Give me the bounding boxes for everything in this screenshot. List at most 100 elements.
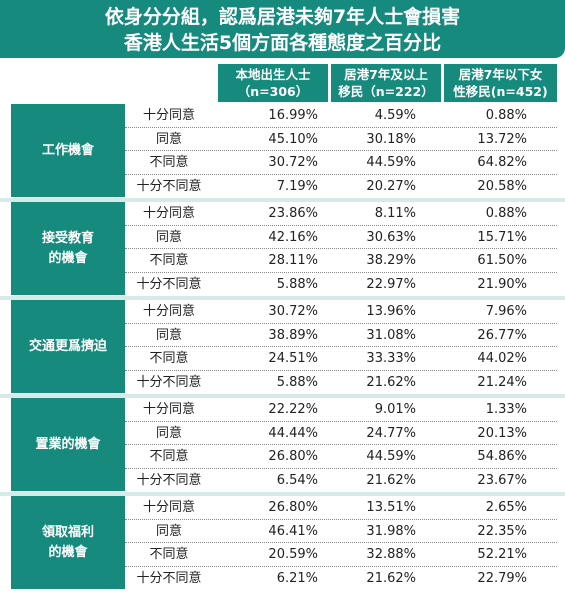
table-row: 不同意 30.72% 44.59% 64.82% (125, 151, 557, 175)
table-row: 不同意 26.80% 44.59% 54.86% (125, 445, 557, 469)
percentage-cell: 4.59% (374, 108, 416, 123)
percentage-cell: 20.13% (477, 425, 527, 441)
group-label-line: 領取福利 (41, 524, 94, 540)
group-label-line: 接受教育 (41, 230, 94, 246)
percentage-cell: 21.90% (477, 276, 527, 292)
percentage-cell: 30.72% (268, 304, 318, 319)
percentage-cell: 30.72% (268, 155, 318, 170)
percentage-cell: 7.96% (485, 304, 527, 319)
attitude-label: 十分不同意 (136, 472, 202, 488)
percentage-cell: 5.88% (276, 276, 318, 292)
column-header-local-born: 本地出生人士 （n=306） (218, 64, 328, 102)
percentage-cell: 0.88% (485, 108, 527, 123)
percentage-cell: 54.86% (477, 449, 527, 464)
table-row: 十分同意 23.86% 8.11% 0.88% (125, 202, 557, 226)
attitude-label: 十分同意 (142, 500, 195, 515)
percentage-cell: 5.88% (276, 374, 318, 390)
table-row: 同意 44.44% 24.77% 20.13% (125, 422, 557, 445)
table-row: 十分不同意 5.88% 21.62% 21.24% (125, 371, 557, 395)
percentage-cell: 13.72% (477, 131, 527, 147)
group-label: 領取福利 的機會 (11, 496, 125, 589)
table-row: 十分同意 30.72% 13.96% 7.96% (125, 300, 557, 324)
table-row: 不同意 20.59% 32.88% 52.21% (125, 543, 557, 567)
group-label: 工作機會 (11, 104, 125, 197)
table-row: 十分同意 22.22% 9.01% 1.33% (125, 398, 557, 422)
percentage-cell: 21.62% (366, 374, 416, 390)
percentage-cell: 8.11% (374, 206, 416, 221)
percentage-cell: 15.71% (477, 229, 527, 245)
percentage-cell: 20.27% (366, 178, 416, 194)
column-header-line: 居港7年以下女 (458, 67, 543, 82)
attitude-label: 同意 (155, 229, 182, 245)
table-row: 十分不同意 5.88% 22.97% 21.90% (125, 273, 557, 297)
percentage-cell: 22.22% (268, 402, 318, 417)
attitude-label: 十分不同意 (136, 570, 202, 586)
percentage-cell: 6.54% (276, 472, 318, 488)
group-label-line: 的機會 (48, 250, 88, 266)
group-label: 接受教育 的機會 (11, 202, 125, 295)
column-header-new-female-immigrants: 居港7年以下女 性移民(n=452) (444, 64, 557, 102)
percentage-cell: 46.41% (268, 523, 318, 539)
percentage-cell: 24.51% (268, 351, 318, 366)
column-header-line: 移民（n=222） (338, 84, 434, 99)
table-row: 十分不同意 6.21% 21.62% 22.79% (125, 567, 557, 591)
percentage-cell: 42.16% (268, 229, 318, 245)
attitude-label: 十分不同意 (136, 374, 202, 390)
column-header-line: 性移民(n=452) (453, 84, 548, 99)
column-header-line: （n=306） (237, 84, 309, 99)
percentage-cell: 52.21% (477, 547, 527, 562)
percentage-cell: 64.82% (477, 155, 527, 170)
attitude-label: 同意 (155, 131, 182, 147)
table-row: 同意 45.10% 30.18% 13.72% (125, 128, 557, 151)
group-label-line: 交通更爲擠迫 (28, 338, 107, 354)
attitude-label: 十分同意 (142, 402, 195, 417)
table-row: 十分不同意 6.54% 21.62% 23.67% (125, 469, 557, 493)
table-row: 同意 42.16% 30.63% 15.71% (125, 226, 557, 249)
percentage-cell: 24.77% (366, 425, 416, 441)
group-separator (0, 492, 565, 496)
table-row: 十分不同意 7.19% 20.27% 20.58% (125, 175, 557, 199)
group-separator (0, 394, 565, 398)
percentage-cell: 23.67% (477, 472, 527, 488)
percentage-cell: 21.62% (366, 472, 416, 488)
chart-title-line-2: 香港人生活5個方面各種態度之百分比 (123, 32, 442, 54)
title-banner: 依身分分組，認爲居港未夠7年人士會損害 香港人生活5個方面各種態度之百分比 (0, 0, 565, 58)
attitude-label: 同意 (155, 327, 182, 343)
percentage-cell: 30.63% (366, 229, 416, 245)
column-header-line: 居港7年及以上 (344, 67, 428, 82)
percentage-cell: 0.88% (485, 206, 527, 221)
group-separator (0, 296, 565, 300)
column-header-long-term-immigrants: 居港7年及以上 移民（n=222） (331, 64, 441, 102)
percentage-cell: 16.99% (268, 108, 318, 123)
percentage-cell: 26.80% (268, 449, 318, 464)
table-row: 十分同意 26.80% 13.51% 2.65% (125, 496, 557, 520)
percentage-cell: 1.33% (485, 402, 527, 417)
attitude-label: 不同意 (149, 351, 189, 366)
percentage-cell: 33.33% (366, 351, 416, 366)
table-row: 不同意 28.11% 38.29% 61.50% (125, 249, 557, 273)
percentage-cell: 44.44% (268, 425, 318, 441)
group-label-line: 置業的機會 (35, 436, 101, 452)
percentage-cell: 45.10% (268, 131, 318, 147)
percentage-cell: 28.11% (268, 253, 318, 268)
attitude-label: 不同意 (149, 449, 189, 464)
percentage-cell: 22.97% (366, 276, 416, 292)
group-label: 交通更爲擠迫 (11, 300, 125, 393)
percentage-cell: 21.24% (477, 374, 527, 390)
percentage-cell: 61.50% (477, 253, 527, 268)
attitude-label: 不同意 (149, 155, 189, 170)
percentage-cell: 2.65% (485, 500, 527, 515)
percentage-cell: 30.18% (366, 131, 416, 147)
column-header-line: 本地出生人士 (235, 67, 311, 82)
attitude-label: 不同意 (149, 547, 189, 562)
attitude-label: 十分不同意 (136, 178, 202, 194)
group-separator (0, 198, 565, 202)
percentage-cell: 6.21% (276, 570, 318, 586)
percentage-cell: 38.29% (366, 253, 416, 268)
attitude-label: 十分不同意 (136, 276, 202, 292)
percentage-cell: 23.86% (268, 206, 318, 221)
percentage-cell: 13.51% (366, 500, 416, 515)
percentage-cell: 31.98% (366, 523, 416, 539)
percentage-cell: 31.08% (366, 327, 416, 343)
percentage-cell: 22.79% (477, 570, 527, 586)
